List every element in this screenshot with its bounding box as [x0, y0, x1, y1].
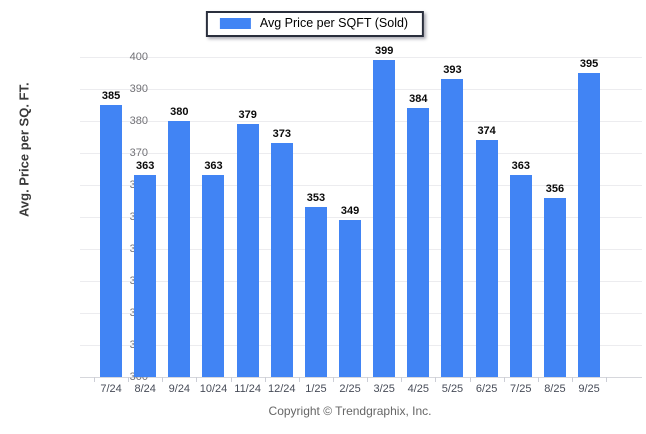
gridline: [80, 217, 642, 218]
bar-slot: 393: [435, 64, 469, 377]
x-axis-tick: [196, 377, 198, 382]
bar-slot: 356: [538, 183, 572, 377]
bar-slot: 384: [401, 93, 435, 377]
bar: [441, 79, 464, 377]
x-tick-label: 5/25: [441, 383, 464, 395]
bar-slot: 363: [196, 160, 230, 377]
x-axis-line: [80, 377, 642, 378]
bar: [339, 220, 362, 377]
bar-slot: 399: [367, 45, 401, 377]
gridline: [80, 89, 642, 90]
x-tick-label: 8/25: [544, 383, 566, 395]
x-axis-tick: [264, 377, 266, 382]
plot-area: 4003903803703603503403303203103003853633…: [80, 45, 642, 395]
bar: [509, 175, 532, 377]
bar-value-label: 393: [443, 64, 462, 77]
y-tick-label: 380: [129, 115, 148, 127]
bar-slot: 363: [128, 160, 162, 377]
x-axis-tick: [230, 377, 232, 382]
bar-slot: 363: [504, 160, 538, 377]
bar: [373, 60, 396, 377]
bar-value-label: 363: [511, 160, 530, 173]
x-axis-tick: [606, 377, 607, 382]
x-axis-tick: [435, 377, 437, 382]
bar-value-label: 353: [306, 192, 326, 205]
bar-value-label: 356: [545, 182, 565, 195]
x-axis-tick: [537, 377, 539, 382]
bar: [578, 73, 601, 377]
bar: [134, 175, 157, 377]
bar: [475, 140, 498, 377]
bar-slot: 385: [94, 90, 128, 377]
bar-value-label: 349: [340, 205, 360, 218]
x-tick-label: 3/25: [373, 383, 395, 395]
x-axis-tick: [162, 377, 164, 382]
bar-value-label: 363: [204, 160, 223, 173]
bar: [407, 108, 430, 377]
legend-swatch: [219, 18, 251, 29]
bar: [202, 175, 225, 377]
x-labels-row: 7/24 8/24 9/24 10/24 11/24 12/24 1/25 2/25 3/25 4…: [94, 383, 606, 396]
legend-label: Avg Price per SQFT (Sold): [259, 16, 409, 30]
x-axis-tick: [401, 377, 403, 382]
x-tick-label: 7/24: [100, 383, 122, 395]
x-axis-tick: [503, 377, 505, 382]
bar-slot: 374: [470, 125, 504, 377]
legend: Avg Price per SQFT (Sold): [205, 11, 425, 37]
x-tick-label: 9/25: [578, 383, 600, 395]
x-tick-label: 6/25: [475, 383, 498, 395]
bar-value-label: 380: [170, 106, 189, 118]
x-axis-tick: [94, 377, 95, 382]
y-axis-title: Avg. Price per SQ. FT.: [16, 82, 32, 217]
gridline: [80, 121, 642, 122]
y-tick-label: 370: [129, 147, 148, 159]
bar-slot: 353: [299, 192, 333, 377]
bars-row: 385 363 380 363 379 373 353 349 399 384 393 374 363 3…: [94, 45, 606, 377]
gridline: [80, 153, 642, 154]
y-tick-label: 390: [129, 83, 148, 95]
x-axis-tick: [298, 377, 300, 382]
bar: [100, 105, 123, 377]
x-tick-label: 2/25: [339, 383, 361, 395]
copyright-text: Copyright © Trendgraphix, Inc.: [268, 404, 432, 418]
bar-value-label: 373: [272, 128, 291, 141]
bar: [236, 124, 259, 377]
bar: [270, 143, 293, 377]
bar: [304, 207, 327, 377]
bar: [168, 121, 191, 377]
bar-value-label: 385: [101, 90, 121, 102]
y-tick-label: 400: [129, 51, 148, 63]
gridline: [80, 185, 642, 186]
bar-slot: 349: [333, 205, 367, 377]
bar-value-label: 363: [136, 160, 155, 173]
bar-slot: 379: [231, 109, 265, 377]
x-tick-label: 1/25: [305, 383, 327, 395]
bar-value-label: 395: [579, 58, 599, 70]
x-axis-tick: [128, 377, 130, 382]
bar: [543, 197, 566, 377]
x-axis-tick: [571, 377, 573, 382]
x-tick-label: 7/25: [510, 383, 532, 395]
x-axis-tick: [332, 377, 334, 382]
x-axis-tick: [367, 377, 369, 382]
bar-slot: 373: [265, 128, 299, 377]
bar-value-label: 384: [409, 93, 428, 106]
x-axis-tick: [469, 377, 471, 382]
x-tick-label: 11/24: [234, 383, 261, 395]
x-tick-label: 4/25: [407, 383, 430, 395]
x-tick-label: 8/24: [134, 383, 156, 395]
x-tick-label: 9/24: [168, 383, 191, 395]
bar-value-label: 379: [238, 109, 257, 122]
x-tick-label: 12/24: [268, 383, 296, 395]
bar-value-label: 399: [375, 45, 394, 58]
bar-slot: 395: [572, 58, 606, 377]
bar-slot: 380: [162, 106, 196, 377]
bar-value-label: 374: [477, 125, 496, 138]
gridline: [80, 57, 642, 58]
x-tick-label: 10/24: [199, 383, 228, 395]
